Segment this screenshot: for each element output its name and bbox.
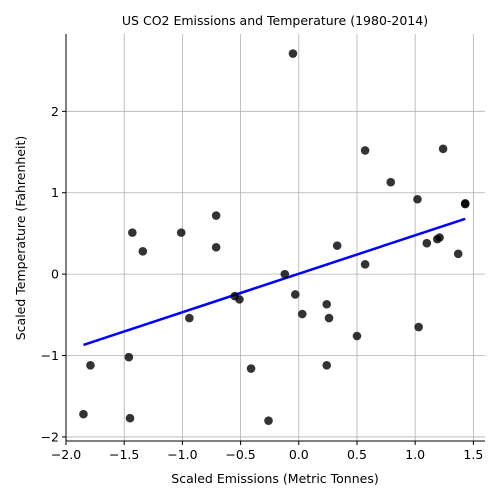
grid — [65, 34, 485, 441]
axes-spines — [65, 34, 485, 442]
data-point — [322, 360, 332, 370]
y-tick-label: 1 — [51, 185, 59, 200]
x-tick-label: −1.5 — [109, 447, 139, 462]
data-point — [185, 313, 194, 323]
x-tick-label: 1.0 — [405, 447, 425, 462]
data-point — [211, 242, 221, 252]
x-axis-label: Scaled Emissions (Metric Tonnes) — [171, 471, 378, 486]
y-ticks: −2 −1 0 1 2 — [41, 104, 66, 444]
x-tick-label: −1.0 — [167, 447, 197, 462]
chart-title: US CO2 Emissions and Temperature (1980-2… — [122, 13, 428, 28]
data-point — [124, 352, 134, 362]
data-point — [176, 228, 186, 237]
data-point — [438, 144, 448, 154]
y-tick-label: 0 — [51, 267, 59, 282]
data-point — [360, 260, 370, 269]
y-tick-label: 2 — [51, 104, 59, 119]
data-point — [360, 146, 370, 155]
data-point — [386, 177, 396, 187]
data-point — [435, 233, 444, 242]
data-point — [290, 290, 300, 299]
data-point — [297, 309, 307, 319]
x-tick-label: −2.0 — [51, 447, 81, 462]
data-point — [86, 360, 95, 370]
data-point — [79, 409, 88, 419]
data-point — [332, 241, 342, 250]
data-point — [422, 238, 432, 248]
data-point — [264, 416, 273, 425]
data-point — [235, 295, 244, 304]
x-tick-label: 0.5 — [347, 447, 367, 462]
data-point — [138, 247, 148, 256]
data-point — [211, 211, 221, 220]
x-tick-label: −0.5 — [225, 447, 255, 462]
data-point — [414, 322, 423, 332]
x-ticks: −2.0 −1.5 −1.0 −0.5 0.0 0.5 1.0 1.5 — [51, 441, 483, 462]
data-point — [280, 269, 290, 279]
y-tick-label: −2 — [41, 429, 59, 444]
data-point — [128, 228, 137, 237]
data-point — [125, 413, 135, 423]
points-group — [79, 49, 470, 425]
data-point — [460, 199, 470, 209]
data-point — [246, 364, 256, 373]
data-point — [288, 49, 298, 58]
data-point — [453, 249, 463, 259]
data-point — [324, 313, 334, 323]
data-point — [352, 331, 362, 341]
data-point — [413, 194, 422, 204]
data-point — [322, 299, 332, 309]
fit-line-group — [83, 217, 466, 347]
y-axis-label: Scaled Temperature (Fahrenheit) — [13, 136, 28, 341]
x-tick-label: 1.5 — [463, 447, 483, 462]
regression-line — [83, 217, 466, 347]
x-tick-label: 0.0 — [289, 447, 309, 462]
y-tick-label: −1 — [41, 348, 59, 363]
